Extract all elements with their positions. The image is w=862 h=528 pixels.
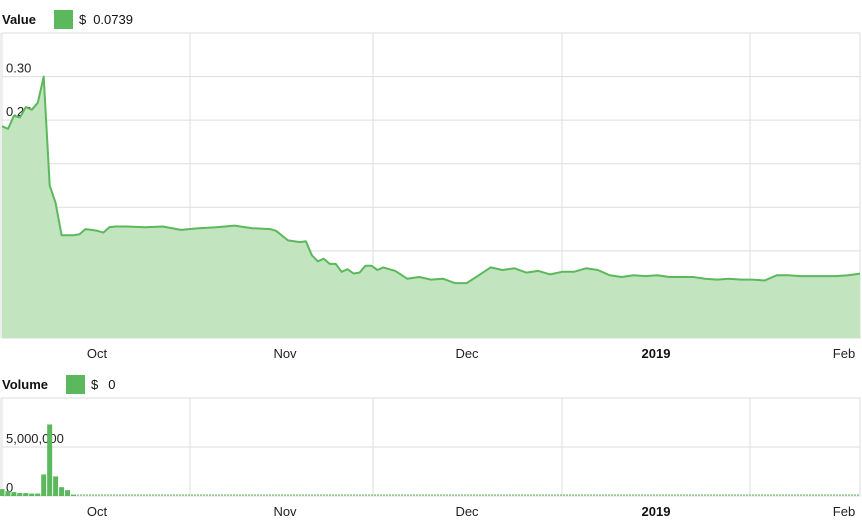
volume-x-tick-label: 2019 [642,504,671,519]
value-x-tick-label: Nov [273,346,297,361]
volume-currency: $ [91,376,99,392]
volume-bar [59,487,65,496]
volume-y-tick-label: 0 [6,480,13,495]
volume-bar [0,489,5,496]
value-y-tick-label: 0.30 [6,61,31,76]
value-current: 0.0739 [93,11,133,27]
volume-bar [71,495,76,496]
value-x-tick-label: Dec [455,346,479,361]
volume-x-tick-label: Nov [273,504,297,519]
volume-x-tick-label: Oct [87,504,108,519]
volume-x-tick-label: Feb [833,504,855,519]
volume-bar [5,491,11,496]
volume-bar [53,476,59,496]
volume-legend-swatch [66,374,85,394]
volume-panel-title: Volume [2,376,48,392]
volume-bar [17,493,23,496]
value-x-tick-label: Oct [87,346,108,361]
volume-bar [47,424,53,496]
value-line [1,75,861,285]
value-x-tick-label: Feb [833,346,855,361]
volume-legend: Volume $ 0 [2,374,115,394]
volume-bar [23,493,29,496]
value-panel-title: Value [2,11,36,27]
value-legend: Value $ 0.0739 [2,9,133,29]
value-area-fill [2,76,860,338]
value-x-tick-label: 2019 [642,346,671,361]
volume-x-tick-label: Dec [455,504,479,519]
volume-bar [41,474,47,496]
volume-bar [65,490,71,496]
volume-y-tick-label: 5,000,000 [6,431,64,446]
volume-current: 0 [108,376,116,392]
volume-bar [11,492,17,496]
volume-bar [29,493,35,496]
value-legend-swatch [53,9,73,29]
value-currency: $ [78,11,87,27]
volume-bar [35,493,41,496]
